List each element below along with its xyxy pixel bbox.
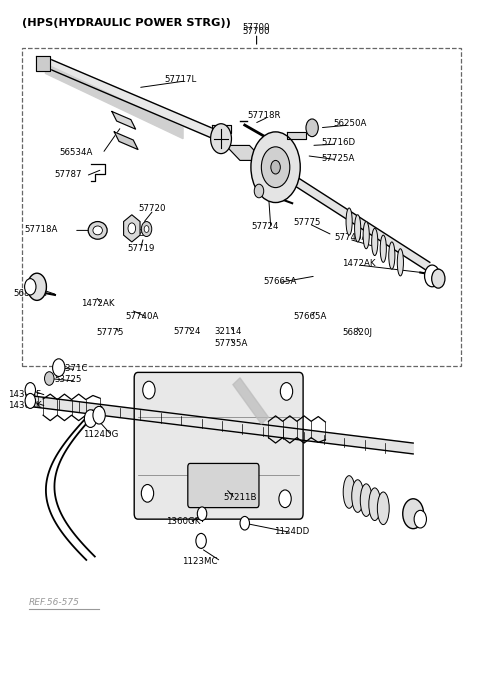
Text: (HPS(HYDRAULIC POWER STRG)): (HPS(HYDRAULIC POWER STRG)) bbox=[22, 18, 230, 27]
Text: 56820J: 56820J bbox=[342, 329, 372, 338]
Text: 57775: 57775 bbox=[294, 218, 321, 227]
Circle shape bbox=[251, 132, 300, 203]
Circle shape bbox=[27, 273, 47, 301]
Circle shape bbox=[254, 184, 264, 198]
Ellipse shape bbox=[355, 215, 361, 242]
Polygon shape bbox=[292, 174, 430, 273]
Text: 57665A: 57665A bbox=[264, 277, 297, 286]
Text: 57740A: 57740A bbox=[125, 312, 158, 321]
Ellipse shape bbox=[352, 479, 363, 512]
Ellipse shape bbox=[380, 235, 386, 262]
Polygon shape bbox=[233, 378, 268, 424]
Circle shape bbox=[279, 490, 291, 508]
Ellipse shape bbox=[360, 484, 372, 516]
Text: 57775: 57775 bbox=[96, 329, 124, 338]
Text: 1472AK: 1472AK bbox=[342, 259, 375, 269]
Text: 57725A: 57725A bbox=[322, 154, 355, 163]
Ellipse shape bbox=[369, 488, 381, 521]
Text: 1123MC: 1123MC bbox=[182, 557, 217, 566]
FancyBboxPatch shape bbox=[188, 464, 259, 508]
Ellipse shape bbox=[377, 492, 389, 525]
Circle shape bbox=[25, 393, 36, 408]
Text: 1472AK: 1472AK bbox=[81, 299, 115, 308]
Text: 53725: 53725 bbox=[54, 375, 82, 384]
Ellipse shape bbox=[88, 221, 107, 239]
Circle shape bbox=[432, 269, 445, 288]
Circle shape bbox=[128, 223, 136, 234]
Polygon shape bbox=[46, 57, 221, 142]
Text: 57720: 57720 bbox=[138, 204, 166, 213]
Ellipse shape bbox=[372, 228, 378, 256]
Text: 57719: 57719 bbox=[127, 245, 155, 253]
Text: 57724: 57724 bbox=[174, 327, 201, 336]
Circle shape bbox=[306, 119, 318, 136]
Polygon shape bbox=[46, 64, 183, 138]
Ellipse shape bbox=[343, 475, 355, 508]
Polygon shape bbox=[114, 132, 138, 149]
Ellipse shape bbox=[397, 249, 404, 276]
Circle shape bbox=[196, 534, 206, 549]
Polygon shape bbox=[29, 395, 413, 454]
Circle shape bbox=[141, 221, 152, 236]
Text: 56250A: 56250A bbox=[333, 119, 366, 128]
Polygon shape bbox=[226, 145, 264, 160]
FancyBboxPatch shape bbox=[134, 373, 303, 519]
Circle shape bbox=[141, 484, 154, 502]
Circle shape bbox=[240, 516, 250, 530]
Text: 56820H: 56820H bbox=[13, 289, 47, 298]
Text: 57737: 57737 bbox=[124, 229, 151, 238]
Polygon shape bbox=[212, 125, 230, 133]
Text: 57665A: 57665A bbox=[293, 312, 326, 321]
Text: 57718A: 57718A bbox=[24, 225, 58, 234]
Circle shape bbox=[271, 160, 280, 174]
Circle shape bbox=[25, 383, 36, 397]
Polygon shape bbox=[36, 55, 50, 71]
Ellipse shape bbox=[93, 226, 102, 235]
Text: 57716D: 57716D bbox=[322, 138, 356, 147]
Text: 56534A: 56534A bbox=[60, 148, 93, 157]
Text: 1430AK: 1430AK bbox=[8, 401, 41, 410]
Circle shape bbox=[144, 225, 149, 232]
Circle shape bbox=[403, 499, 424, 529]
Ellipse shape bbox=[363, 221, 369, 249]
Text: REF.56-575: REF.56-575 bbox=[29, 597, 80, 606]
Ellipse shape bbox=[346, 208, 352, 235]
Text: 57211B: 57211B bbox=[223, 493, 257, 502]
Text: 1124DG: 1124DG bbox=[84, 429, 119, 438]
Text: 57700: 57700 bbox=[243, 23, 270, 32]
Circle shape bbox=[24, 279, 36, 295]
Text: 32114: 32114 bbox=[215, 327, 242, 336]
Text: 1360GK: 1360GK bbox=[167, 517, 201, 526]
Circle shape bbox=[93, 406, 105, 424]
Circle shape bbox=[197, 507, 207, 521]
Text: 57718R: 57718R bbox=[247, 111, 281, 120]
Text: 57700: 57700 bbox=[243, 27, 270, 36]
Polygon shape bbox=[112, 112, 136, 129]
Text: 1430BF: 1430BF bbox=[8, 390, 40, 399]
Text: 57717L: 57717L bbox=[164, 75, 196, 84]
Circle shape bbox=[414, 510, 426, 528]
Text: 1124DD: 1124DD bbox=[274, 527, 310, 536]
Text: 53371C: 53371C bbox=[54, 364, 87, 373]
Circle shape bbox=[45, 372, 54, 385]
Polygon shape bbox=[288, 132, 306, 138]
Circle shape bbox=[280, 383, 293, 400]
Ellipse shape bbox=[389, 242, 395, 269]
Circle shape bbox=[84, 410, 96, 427]
Text: 57740A: 57740A bbox=[335, 234, 368, 242]
Text: 57735A: 57735A bbox=[215, 339, 248, 349]
Text: 57787: 57787 bbox=[54, 170, 82, 179]
Circle shape bbox=[261, 147, 290, 188]
Text: 57724: 57724 bbox=[252, 223, 279, 232]
Circle shape bbox=[53, 359, 65, 377]
Circle shape bbox=[143, 382, 155, 399]
Circle shape bbox=[211, 124, 231, 153]
Circle shape bbox=[424, 265, 440, 287]
